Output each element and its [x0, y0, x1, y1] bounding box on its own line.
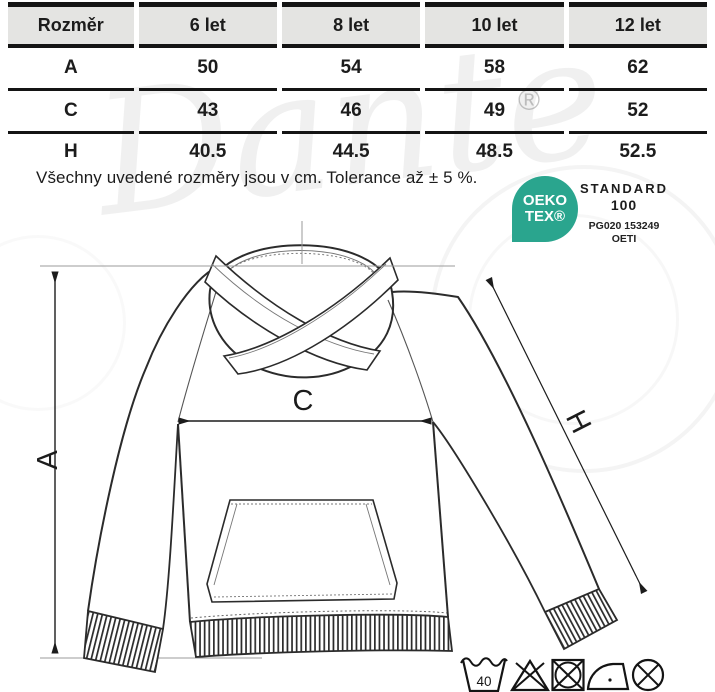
- value-cell: 43: [138, 91, 277, 134]
- row-label-cell: C: [8, 91, 134, 134]
- header-cell-10let: 10 let: [425, 2, 564, 48]
- value-cell: 48.5: [475, 141, 513, 162]
- size-table: Rozměr 6 let 8 let 10 let 12 let A 50 54…: [3, 2, 712, 170]
- hem-stitch-dotted: [190, 610, 448, 619]
- size-table-header-row: Rozměr 6 let 8 let 10 let 12 let: [8, 2, 707, 48]
- body-right-edge: [432, 421, 449, 618]
- badge-line1: OEKO: [522, 191, 568, 209]
- table-row-h: H 40.5 44.5 48.5 52.5: [8, 134, 707, 170]
- header-cell-rozmer: Rozměr: [8, 2, 134, 48]
- value-cell: 52: [568, 91, 707, 134]
- care-symbols: 40: [460, 657, 665, 692]
- value-cell: 52.5: [619, 141, 657, 162]
- value-cell: 50: [138, 48, 277, 91]
- table-row-c: C 43 46 49 52: [8, 91, 707, 134]
- cuff-left-rib: [83, 609, 165, 674]
- value-cell: 49: [425, 91, 564, 134]
- badge-line2: TEX®: [524, 208, 566, 225]
- value-cell: 46: [281, 91, 421, 134]
- certification-block: STANDARD 100 PG020 153249 OETI: [578, 181, 670, 245]
- row-label-cell: H: [63, 141, 78, 162]
- tolerance-note: Všechny uvedené rozměry jsou v cm. Toler…: [36, 168, 478, 187]
- body-left-edge: [177, 423, 191, 623]
- watermark-registered-icon: ®: [518, 84, 541, 117]
- raglan-seam-right: [387, 299, 434, 423]
- wash-temp-label: 40: [476, 674, 491, 689]
- iron-one-dot-icon: [586, 662, 630, 691]
- value-cell: 54: [281, 48, 421, 91]
- dim-h-label: H: [559, 405, 597, 438]
- hem-rib: [188, 613, 454, 658]
- oekotex-badge-icon: OEKO TEX®: [512, 176, 578, 242]
- hood-band-right: [222, 256, 399, 375]
- value-cell: 62: [568, 48, 707, 91]
- hood-band-left-stitch: [211, 263, 375, 355]
- sleeve-left-outline: [87, 265, 219, 612]
- size-table-wrap: Rozměr 6 let 8 let 10 let 12 let A 50 54…: [0, 0, 715, 170]
- do-not-bleach-icon: [510, 658, 550, 692]
- header-cell-8let: 8 let: [281, 2, 421, 48]
- value-cell: 40.5: [189, 141, 227, 162]
- value-cell: 58: [425, 48, 564, 91]
- hood-band-right-stitch: [228, 263, 387, 359]
- hood-outer-bottom: [208, 289, 395, 379]
- table-row-a: A 50 54 58 62: [8, 48, 707, 91]
- sleeve-left-inner-edge: [162, 423, 179, 630]
- wash-40-icon: 40: [460, 657, 508, 692]
- pocket-stitch-left: [213, 503, 238, 586]
- cert-institute: OETI: [611, 233, 637, 245]
- pocket-stitch-bottom-dotted: [213, 593, 393, 598]
- dim-a-label: A: [32, 450, 64, 470]
- kangaroo-pocket: [206, 499, 398, 603]
- do-not-dry-clean-icon: [631, 658, 665, 692]
- dim-h-line: [485, 276, 648, 595]
- row-label-cell: A: [8, 48, 134, 91]
- dim-c-label: C: [293, 385, 314, 417]
- do-not-tumble-dry-icon: [551, 658, 585, 692]
- value-cell: 44.5: [332, 141, 370, 162]
- cert-code: PG020 153249: [588, 220, 660, 232]
- hoodie-diagram-svg: A C H 40: [32, 218, 665, 692]
- cert-standard-label: STANDARD: [580, 181, 668, 196]
- header-cell-12let: 12 let: [568, 2, 707, 48]
- hood-band-left: [204, 254, 382, 371]
- cuff-right-rib: [543, 587, 619, 651]
- cert-number: 100: [610, 197, 638, 213]
- header-cell-6let: 6 let: [138, 2, 277, 48]
- pocket-stitch-right: [365, 503, 391, 586]
